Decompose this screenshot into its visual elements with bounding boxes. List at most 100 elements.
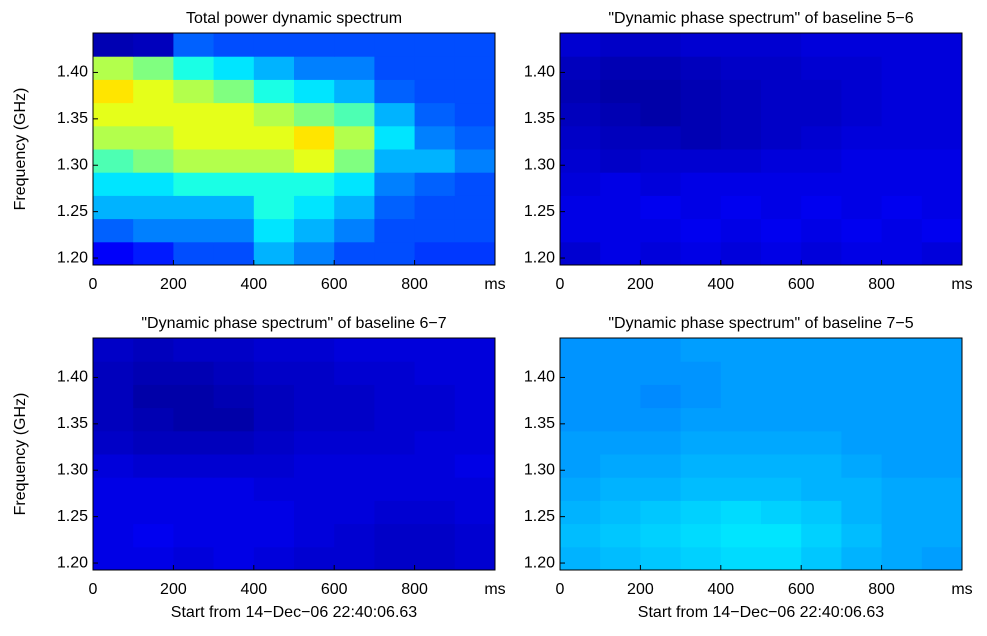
x-tick-label: 600 bbox=[788, 581, 815, 598]
heatmap-cell bbox=[414, 149, 456, 173]
heatmap-cell bbox=[680, 500, 722, 525]
heatmap-cell bbox=[374, 500, 416, 525]
heatmap-cell bbox=[213, 430, 255, 455]
heatmap-cell bbox=[640, 407, 682, 432]
heatmap-cell bbox=[294, 125, 335, 150]
heatmap-cell bbox=[921, 102, 963, 127]
heatmap-cell bbox=[133, 477, 174, 501]
heatmap-cell bbox=[374, 125, 416, 150]
y-tick-label: 1.35 bbox=[524, 110, 555, 127]
heatmap-cell bbox=[600, 546, 641, 571]
heatmap-cell bbox=[133, 149, 174, 173]
heatmap-cell bbox=[801, 33, 842, 57]
heatmap-cell bbox=[334, 241, 375, 266]
heatmap-cell bbox=[374, 33, 416, 57]
y-tick-label: 1.40 bbox=[57, 369, 88, 386]
heatmap-cell bbox=[881, 454, 923, 478]
heatmap-cell bbox=[600, 500, 641, 525]
heatmap-cell bbox=[173, 523, 215, 548]
heatmap-cell bbox=[640, 195, 682, 220]
heatmap-cell bbox=[801, 218, 842, 243]
heatmap-cell bbox=[133, 407, 174, 432]
heatmap-cell bbox=[173, 407, 215, 432]
x-tick-label: 200 bbox=[160, 276, 187, 293]
heatmap-cell bbox=[560, 430, 601, 455]
x-tick-label: 400 bbox=[240, 276, 267, 293]
heatmap-cell bbox=[253, 384, 295, 409]
heatmap-cell bbox=[921, 79, 963, 104]
x-axis-label: Start from 14−Dec−06 22:40:06.63 bbox=[638, 604, 884, 621]
heatmap-cell bbox=[801, 79, 842, 104]
heatmap-cell bbox=[294, 218, 335, 243]
heatmap-cell bbox=[133, 241, 174, 266]
heatmap-cell bbox=[560, 102, 601, 127]
heatmap-cell bbox=[454, 546, 496, 571]
heatmap-cell bbox=[294, 407, 335, 432]
heatmap-cell bbox=[720, 195, 762, 220]
x-tick-label: 800 bbox=[868, 276, 895, 293]
heatmap-cell bbox=[841, 477, 883, 501]
heatmap-cell bbox=[881, 149, 923, 173]
heatmap-cell bbox=[93, 102, 134, 127]
y-tick-label: 1.35 bbox=[524, 415, 555, 432]
heatmap-cell bbox=[600, 195, 641, 220]
heatmap-cell bbox=[253, 338, 295, 362]
heatmap-cell bbox=[881, 195, 923, 220]
heatmap-cell bbox=[133, 125, 174, 150]
heatmap-cell bbox=[294, 102, 335, 127]
heatmap-cell bbox=[294, 477, 335, 501]
heatmap-cell bbox=[133, 102, 174, 127]
heatmap-cell bbox=[720, 33, 762, 57]
heatmap-cell bbox=[600, 79, 641, 104]
heatmap-cell bbox=[841, 56, 883, 80]
x-tick-label: 800 bbox=[868, 581, 895, 598]
heatmap-cell bbox=[294, 454, 335, 478]
heatmap-cell bbox=[173, 454, 215, 478]
heatmap-cell bbox=[640, 79, 682, 104]
heatmap-cell bbox=[253, 361, 295, 385]
heatmap-cell bbox=[801, 500, 842, 525]
heatmap-cell bbox=[374, 149, 416, 173]
heatmap-cell bbox=[921, 546, 963, 571]
heatmap-cell bbox=[93, 33, 134, 57]
heatmap-cell bbox=[133, 79, 174, 104]
heatmap-cell bbox=[294, 546, 335, 571]
heatmap-cell bbox=[761, 407, 802, 432]
heatmap-cell bbox=[720, 149, 762, 173]
heatmap-cell bbox=[173, 361, 215, 385]
heatmap-cell bbox=[374, 430, 416, 455]
heatmap-cell bbox=[294, 56, 335, 80]
panel-title: "Dynamic phase spectrum" of baseline 7−5 bbox=[608, 315, 913, 332]
y-tick-label: 1.30 bbox=[524, 156, 555, 173]
heatmap-cell bbox=[720, 546, 762, 571]
heatmap-cell bbox=[294, 33, 335, 57]
heatmap-cell bbox=[841, 407, 883, 432]
heatmap-cell bbox=[294, 523, 335, 548]
x-tick-label: 400 bbox=[240, 581, 267, 598]
heatmap-cell bbox=[801, 172, 842, 196]
heatmap-cell bbox=[801, 454, 842, 478]
heatmap-cell bbox=[761, 241, 802, 266]
heatmap-cell bbox=[600, 477, 641, 501]
heatmap-cell bbox=[600, 454, 641, 478]
heatmap-cell bbox=[801, 195, 842, 220]
heatmap-cell bbox=[454, 56, 496, 80]
x-tick-label: 600 bbox=[788, 276, 815, 293]
heatmap-cell bbox=[294, 79, 335, 104]
heatmap-cell bbox=[334, 546, 375, 571]
heatmap-cell bbox=[560, 195, 601, 220]
heatmap-cell bbox=[454, 33, 496, 57]
heatmap-cell bbox=[133, 384, 174, 409]
heatmap-cell bbox=[93, 477, 134, 501]
heatmap-cell bbox=[454, 338, 496, 362]
x-tick-label: 0 bbox=[556, 276, 565, 293]
y-tick-label: 1.25 bbox=[524, 203, 555, 220]
heatmap-cell bbox=[133, 338, 174, 362]
heatmap-cell bbox=[640, 56, 682, 80]
heatmap-cell bbox=[454, 523, 496, 548]
heatmap-cell bbox=[640, 454, 682, 478]
heatmap-cell bbox=[761, 195, 802, 220]
heatmap-cell bbox=[680, 477, 722, 501]
heatmap-cell bbox=[680, 172, 722, 196]
y-tick-label: 1.25 bbox=[57, 508, 88, 525]
